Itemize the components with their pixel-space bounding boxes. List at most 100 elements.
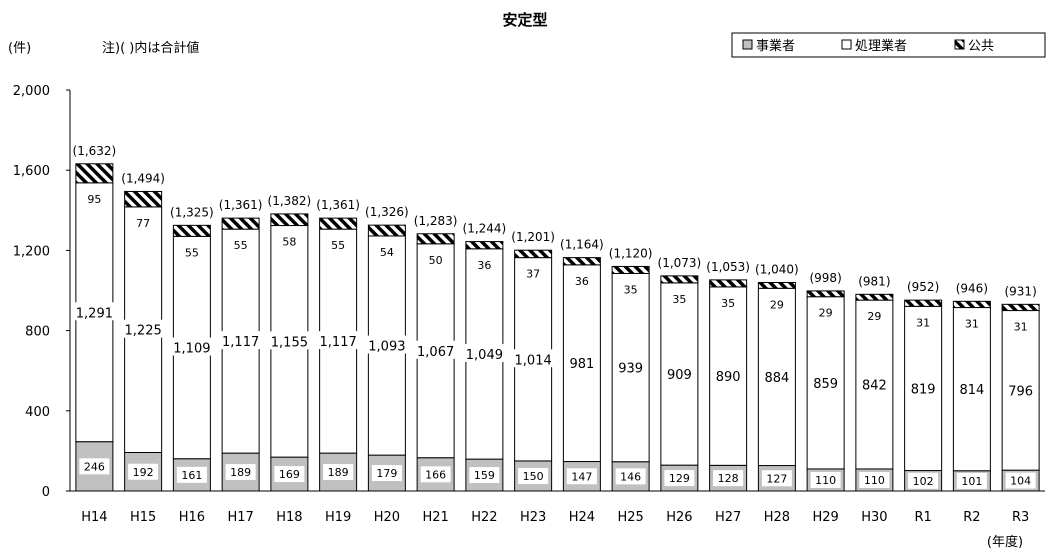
data-label-kokyo: 95: [87, 193, 101, 206]
data-label-jigyosha: 161: [181, 469, 202, 482]
label-bg: [713, 470, 744, 487]
label-bg: [665, 364, 694, 383]
x-tick-label: H20: [374, 510, 400, 525]
x-tick-label: H26: [666, 510, 692, 525]
data-label-total: (931): [1004, 284, 1036, 298]
data-label-kokyo: 77: [136, 217, 150, 230]
x-tick-label: H22: [471, 510, 497, 525]
bar-segment-kokyo: [465, 241, 504, 250]
bar-segment-kokyo: [611, 265, 650, 274]
data-label-total: (1,164): [560, 238, 604, 252]
x-tick-label: H24: [569, 510, 595, 525]
data-label-jigyosha: 110: [864, 474, 885, 487]
data-label-jigyosha: 189: [328, 466, 349, 479]
data-label-total: (1,382): [268, 194, 312, 208]
data-label-kokyo: 50: [429, 254, 443, 267]
data-label-jigyosha: 104: [1010, 475, 1031, 488]
data-label-shori: 981: [569, 357, 594, 372]
bar-segment-kokyo: [562, 257, 601, 266]
legend-label-jigyosha: 事業者: [756, 38, 795, 54]
data-label-kokyo: 55: [331, 239, 345, 252]
x-tick-label: H18: [276, 510, 302, 525]
x-tick-label: R2: [963, 510, 980, 525]
data-label-jigyosha: 246: [84, 460, 105, 473]
data-label-total: (1,053): [706, 260, 750, 274]
data-label-shori: 884: [764, 371, 789, 386]
legend: 事業者 処理業者 公共: [731, 32, 1046, 58]
label-bg: [176, 466, 207, 483]
data-label-jigyosha: 169: [279, 468, 300, 481]
bar-segment-kokyo: [172, 224, 211, 237]
bar-segment-kokyo: [221, 217, 260, 230]
data-label-kokyo: 29: [867, 310, 881, 323]
y-tick-label: 1,600: [13, 164, 50, 179]
x-tick-label: H23: [520, 510, 546, 525]
label-bg: [664, 470, 695, 487]
bar-segment-kokyo: [319, 217, 358, 230]
x-tick-label: R1: [914, 510, 931, 525]
label-bg: [859, 471, 890, 488]
bar-segment-kokyo: [952, 300, 991, 309]
data-label-total: (1,361): [219, 198, 263, 212]
data-label-shori: 1,225: [125, 324, 162, 339]
legend-label-kokyo: 公共: [968, 39, 994, 54]
legend-box: [731, 32, 1046, 58]
data-label-jigyosha: 189: [230, 466, 251, 479]
label-bg: [616, 357, 645, 376]
label-bg: [218, 331, 263, 350]
bar-segment-kokyo: [855, 293, 894, 301]
data-label-total: (1,325): [170, 205, 214, 219]
data-label-shori: 909: [667, 368, 692, 383]
data-label-kokyo: 31: [1014, 321, 1028, 334]
label-bg: [72, 302, 117, 321]
data-label-shori: 1,093: [368, 340, 405, 355]
label-bg: [714, 366, 743, 385]
label-bg: [371, 465, 402, 482]
data-label-shori: 819: [911, 382, 936, 397]
y-tick-label: 0: [42, 485, 50, 500]
label-bg: [810, 471, 841, 488]
y-tick-label: 800: [25, 325, 50, 340]
data-label-shori: 1,291: [76, 306, 113, 321]
label-bg: [462, 343, 507, 362]
label-bg: [267, 331, 312, 350]
data-label-shori: 1,049: [466, 348, 503, 363]
data-label-shori: 1,067: [417, 345, 454, 360]
data-label-kokyo: 37: [526, 268, 540, 281]
label-bg: [469, 467, 500, 484]
data-label-kokyo: 35: [672, 293, 686, 306]
x-tick-label: H16: [179, 510, 205, 525]
label-bg: [274, 466, 305, 483]
bar-segment-kokyo: [757, 281, 796, 289]
data-label-kokyo: 55: [234, 239, 248, 252]
data-label-jigyosha: 101: [961, 475, 982, 488]
data-label-jigyosha: 147: [571, 470, 592, 483]
data-label-jigyosha: 150: [523, 470, 544, 483]
data-label-kokyo: 35: [624, 283, 638, 296]
label-bg: [860, 374, 889, 393]
y-tick-label: 1,200: [13, 244, 50, 259]
bar-segment-kokyo: [416, 233, 455, 245]
y-axis: 0 400 800 1,200 1,600 2,000: [13, 84, 71, 500]
data-label-shori: 1,117: [320, 335, 357, 350]
data-label-shori: 1,117: [222, 335, 259, 350]
bar-segment-kokyo: [514, 249, 553, 259]
y-tick-label: 400: [25, 405, 50, 420]
data-label-total: (1,040): [755, 262, 799, 276]
label-bg: [909, 378, 938, 397]
data-label-shori: 890: [716, 370, 741, 385]
x-tick-label: R3: [1012, 510, 1029, 525]
data-label-kokyo: 55: [185, 246, 199, 259]
data-label-total: (946): [956, 281, 988, 295]
x-tick-label: H27: [715, 510, 741, 525]
bars: 246 1,291 95 (1,632) 192 1,225 77 (1,494) 161 1,1…: [72, 144, 1040, 492]
legend-swatch-shori: [841, 39, 852, 50]
data-label-kokyo: 29: [819, 307, 833, 320]
x-tick-label: H19: [325, 510, 351, 525]
label-bg: [128, 463, 159, 480]
data-label-shori: 1,155: [271, 335, 308, 350]
data-label-kokyo: 54: [380, 246, 394, 259]
data-label-jigyosha: 146: [620, 470, 641, 483]
data-label-jigyosha: 129: [669, 472, 690, 485]
label-bg: [413, 340, 458, 359]
